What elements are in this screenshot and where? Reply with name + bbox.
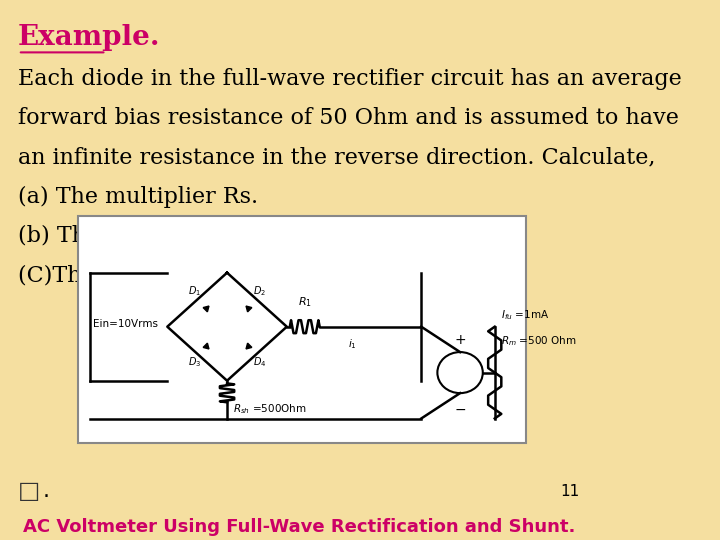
- Text: $D_1$: $D_1$: [188, 285, 201, 299]
- Text: (C)The equivalent DC sensitivity.: (C)The equivalent DC sensitivity.: [18, 265, 387, 287]
- Text: $R_{sh}$ =500Ohm: $R_{sh}$ =500Ohm: [233, 402, 307, 416]
- Text: Ein=10Vrms: Ein=10Vrms: [93, 319, 158, 329]
- Text: $I_{fu}$ =1mA: $I_{fu}$ =1mA: [500, 308, 549, 322]
- Text: Each diode in the full-wave rectifier circuit has an average: Each diode in the full-wave rectifier ci…: [18, 68, 682, 90]
- Text: $D_2$: $D_2$: [253, 285, 266, 299]
- Text: Example.: Example.: [18, 24, 161, 51]
- Text: (a) The multiplier Rs.: (a) The multiplier Rs.: [18, 186, 258, 208]
- Text: (b) The AC sensitivity.: (b) The AC sensitivity.: [18, 225, 265, 247]
- Text: +: +: [454, 333, 466, 347]
- Text: $R_m$ =500 Ohm: $R_m$ =500 Ohm: [500, 334, 577, 348]
- Text: AC Voltmeter Using Full-Wave Rectification and Shunt.: AC Voltmeter Using Full-Wave Rectificati…: [22, 517, 575, 536]
- Text: 11: 11: [560, 484, 580, 499]
- Text: $D_4$: $D_4$: [253, 355, 266, 369]
- Text: −: −: [454, 403, 466, 417]
- Text: forward bias resistance of 50 Ohm and is assumed to have: forward bias resistance of 50 Ohm and is…: [18, 107, 679, 129]
- Text: .: .: [43, 481, 50, 502]
- Text: $D_3$: $D_3$: [187, 355, 201, 369]
- Text: $R_1$: $R_1$: [298, 295, 312, 309]
- Text: $i_1$: $i_1$: [348, 338, 357, 352]
- Text: □: □: [18, 480, 40, 503]
- Text: an infinite resistance in the reverse direction. Calculate,: an infinite resistance in the reverse di…: [18, 146, 655, 168]
- FancyBboxPatch shape: [78, 216, 526, 443]
